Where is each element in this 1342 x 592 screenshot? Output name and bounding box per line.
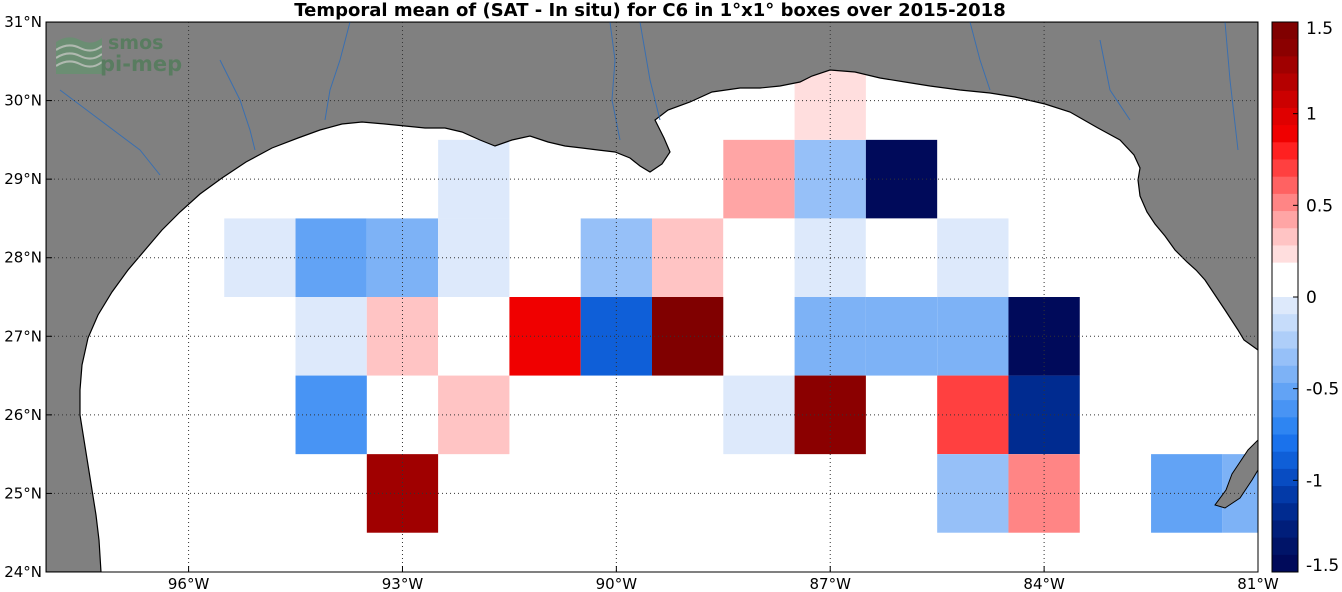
colorbar-segment bbox=[1272, 22, 1298, 40]
data-cell bbox=[937, 375, 1009, 455]
colorbar-segment bbox=[1272, 176, 1298, 195]
data-cell bbox=[865, 139, 938, 219]
data-cell bbox=[652, 218, 724, 297]
river-3 bbox=[609, 22, 621, 141]
lat-tick-label: 25°N bbox=[4, 484, 42, 502]
colorbar-tick-label: -1 bbox=[1306, 471, 1323, 491]
logo-text-smos: smos bbox=[108, 32, 164, 54]
river-8 bbox=[59, 89, 161, 176]
colorbar-segment bbox=[1272, 382, 1298, 401]
data-cell bbox=[865, 218, 938, 297]
colorbar-segment bbox=[1272, 297, 1298, 315]
rivers bbox=[59, 22, 1239, 176]
colorbar-segment bbox=[1272, 39, 1298, 57]
colorbar-segment bbox=[1272, 211, 1298, 229]
colorbar-segment bbox=[1272, 90, 1298, 109]
river-7 bbox=[1224, 22, 1239, 151]
lon-tick-label: 87°W bbox=[810, 575, 852, 592]
lat-tick-label: 26°N bbox=[4, 406, 42, 424]
colorbar-segment bbox=[1272, 520, 1298, 539]
colorbar-segment bbox=[1272, 417, 1298, 435]
smos-pimep-logo: smos pi-mep bbox=[56, 30, 206, 80]
colorbar-segment bbox=[1272, 142, 1298, 160]
colorbar-segment bbox=[1272, 193, 1298, 212]
colorbar-tick-label: 1.5 bbox=[1306, 19, 1333, 39]
lat-tick-label: 31°N bbox=[4, 13, 42, 31]
colorbar-segment bbox=[1272, 468, 1298, 487]
data-cell bbox=[580, 218, 652, 297]
lon-tick-label: 84°W bbox=[1023, 575, 1065, 592]
colorbar-tick-label: 1 bbox=[1306, 105, 1317, 125]
colorbar-segment bbox=[1272, 56, 1298, 75]
lon-tick-label: 93°W bbox=[382, 575, 424, 592]
land-florida-keys bbox=[1214, 439, 1258, 509]
colorbar-tick-label: -1.5 bbox=[1306, 556, 1339, 576]
lat-tick-label: 27°N bbox=[4, 327, 42, 345]
lat-tick-labels: 24°N 25°N 26°N 27°N 28°N 29°N 30°N 31°N bbox=[4, 13, 52, 581]
land-north-coast bbox=[46, 22, 1258, 572]
logo-text-pimep: pi-mep bbox=[100, 52, 183, 76]
data-cell bbox=[1008, 454, 1080, 533]
lat-tick-label: 29°N bbox=[4, 170, 42, 188]
lat-tick-label: 28°N bbox=[4, 249, 42, 267]
colorbar-segment bbox=[1272, 365, 1298, 384]
data-cell bbox=[580, 297, 652, 376]
lon-tick-label: 96°W bbox=[168, 575, 210, 592]
colorbar-tick-label: 0.5 bbox=[1306, 196, 1333, 216]
data-cell bbox=[224, 218, 296, 297]
colorbar-segment bbox=[1272, 314, 1298, 332]
river-1 bbox=[324, 22, 351, 121]
lon-tick-label: 90°W bbox=[596, 575, 638, 592]
lat-tick-label: 24°N bbox=[4, 563, 42, 581]
data-cell bbox=[509, 297, 581, 376]
colorbar-segment bbox=[1272, 451, 1298, 470]
logo-wave-icon bbox=[56, 37, 102, 74]
river-6 bbox=[1099, 39, 1131, 121]
river-2 bbox=[219, 59, 256, 151]
colorbar-tick-label: -0.5 bbox=[1306, 380, 1339, 400]
lat-tick-label: 30°N bbox=[4, 92, 42, 110]
colorbar-segment bbox=[1272, 107, 1298, 126]
lon-tick-labels: 96°W 93°W 90°W 87°W 84°W 81°W bbox=[168, 566, 1279, 592]
land-mass bbox=[46, 22, 1258, 572]
data-cell bbox=[1008, 297, 1080, 376]
colorbar-tick-label: 0 bbox=[1306, 288, 1317, 308]
colorbar-segment bbox=[1272, 228, 1298, 246]
colorbar-segment bbox=[1272, 434, 1298, 453]
data-cell bbox=[865, 297, 938, 376]
colorbar-segment bbox=[1272, 125, 1298, 143]
colorbar: 1.5 1 0.5 0 -0.5 -1 -1.5 bbox=[1271, 19, 1339, 576]
colorbar-segment bbox=[1272, 245, 1298, 264]
colorbar-segment bbox=[1272, 503, 1298, 521]
data-cell bbox=[652, 297, 724, 376]
data-cell bbox=[937, 297, 1009, 376]
colorbar-segment bbox=[1272, 73, 1298, 92]
lon-tick-label: 81°W bbox=[1237, 575, 1279, 592]
colorbar-segment bbox=[1272, 537, 1298, 556]
data-cell bbox=[224, 375, 296, 455]
colorbar-segment bbox=[1272, 279, 1298, 298]
river-4 bbox=[639, 22, 661, 121]
map-title: Temporal mean of (SAT - In situ) for C6 … bbox=[294, 0, 1006, 21]
map-frame bbox=[45, 21, 1259, 573]
colorbar-segment bbox=[1272, 554, 1298, 573]
colorbar-segment bbox=[1272, 400, 1298, 418]
colorbar-segment bbox=[1272, 331, 1298, 350]
data-cell bbox=[937, 454, 1009, 533]
colorbar-segment bbox=[1272, 159, 1298, 178]
colorbar-segment bbox=[1272, 262, 1298, 281]
colorbar-segment bbox=[1272, 486, 1298, 504]
colorbar-segment bbox=[1272, 348, 1298, 367]
data-cell bbox=[937, 218, 1009, 297]
river-5 bbox=[969, 22, 991, 91]
